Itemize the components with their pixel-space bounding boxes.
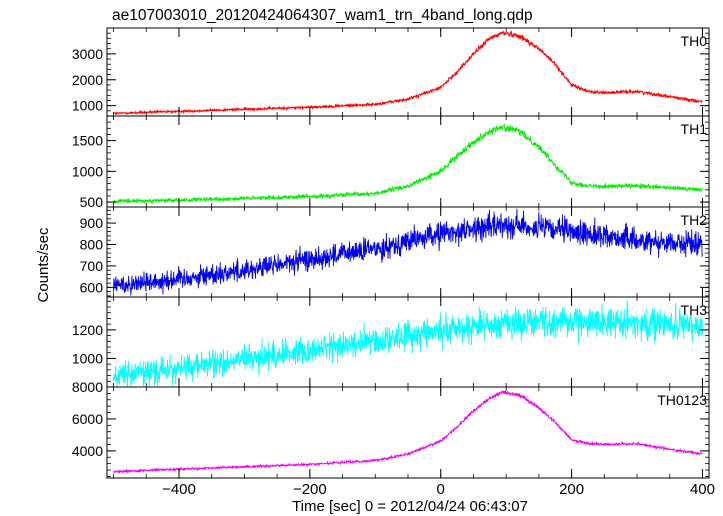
series-line-th1 [113, 123, 703, 205]
y-tick-label: 1200 [72, 322, 103, 338]
panel-frame [106, 206, 710, 298]
series-line-th0123 [113, 390, 703, 474]
y-tick-label: 700 [80, 258, 104, 274]
x-tick-label: 200 [559, 481, 584, 498]
y-tick-label: 800 [80, 237, 104, 253]
x-axis-ticks: −400 −200 0 200 400 [162, 481, 715, 498]
panel-th1: 500 1000 1500 TH1 [72, 115, 710, 210]
panels: 1000 2000 3000 TH0 500 1000 1500 TH1 600 700 800 90… [72, 27, 710, 479]
series-label-th1: TH1 [681, 121, 708, 137]
panel-frame [106, 386, 710, 479]
panel-th2: 600 700 800 900 TH2 [80, 206, 710, 298]
series-line-th2 [113, 208, 703, 296]
panel-th0123: 4000 6000 8000 TH0123 [72, 379, 710, 479]
x-axis-label: Time [sec] 0 = 2012/04/24 06:43:07 [292, 498, 528, 515]
y-tick-label: 3000 [72, 46, 103, 62]
x-tick-label: 0 [437, 481, 445, 498]
y-tick-label: 600 [80, 279, 104, 295]
y-tick-label: 8000 [72, 379, 103, 395]
y-tick-label: 4000 [72, 443, 103, 459]
panel-frame [106, 296, 710, 388]
chart-title: ae107003010_20120424064307_wam1_trn_4ban… [112, 7, 533, 24]
panel-frame [106, 27, 710, 117]
series-line-th0 [113, 29, 703, 116]
series-label-th3: TH3 [681, 302, 708, 318]
y-tick-label: 900 [80, 215, 104, 231]
y-tick-label: 1000 [72, 98, 103, 114]
x-tick-label: 400 [690, 481, 715, 498]
y-tick-label: 6000 [72, 411, 103, 427]
panel-frame [106, 115, 710, 208]
y-tick-label: 1000 [72, 163, 103, 179]
panel-th3: 1000 1200 TH3 [72, 296, 710, 388]
x-tick-label: −400 [162, 481, 196, 498]
y-axis-label: Counts/sec [35, 227, 52, 303]
series-label-th0: TH0 [681, 33, 708, 49]
y-tick-label: 1000 [72, 350, 103, 366]
series-label-th0123: TH0123 [657, 392, 707, 408]
series-label-th2: TH2 [681, 212, 708, 228]
y-tick-label: 500 [80, 194, 104, 210]
x-tick-label: −200 [293, 481, 327, 498]
y-tick-label: 1500 [72, 133, 103, 149]
y-tick-label: 2000 [72, 72, 103, 88]
series-line-th3 [113, 300, 703, 387]
panel-th0: 1000 2000 3000 TH0 [72, 27, 710, 117]
